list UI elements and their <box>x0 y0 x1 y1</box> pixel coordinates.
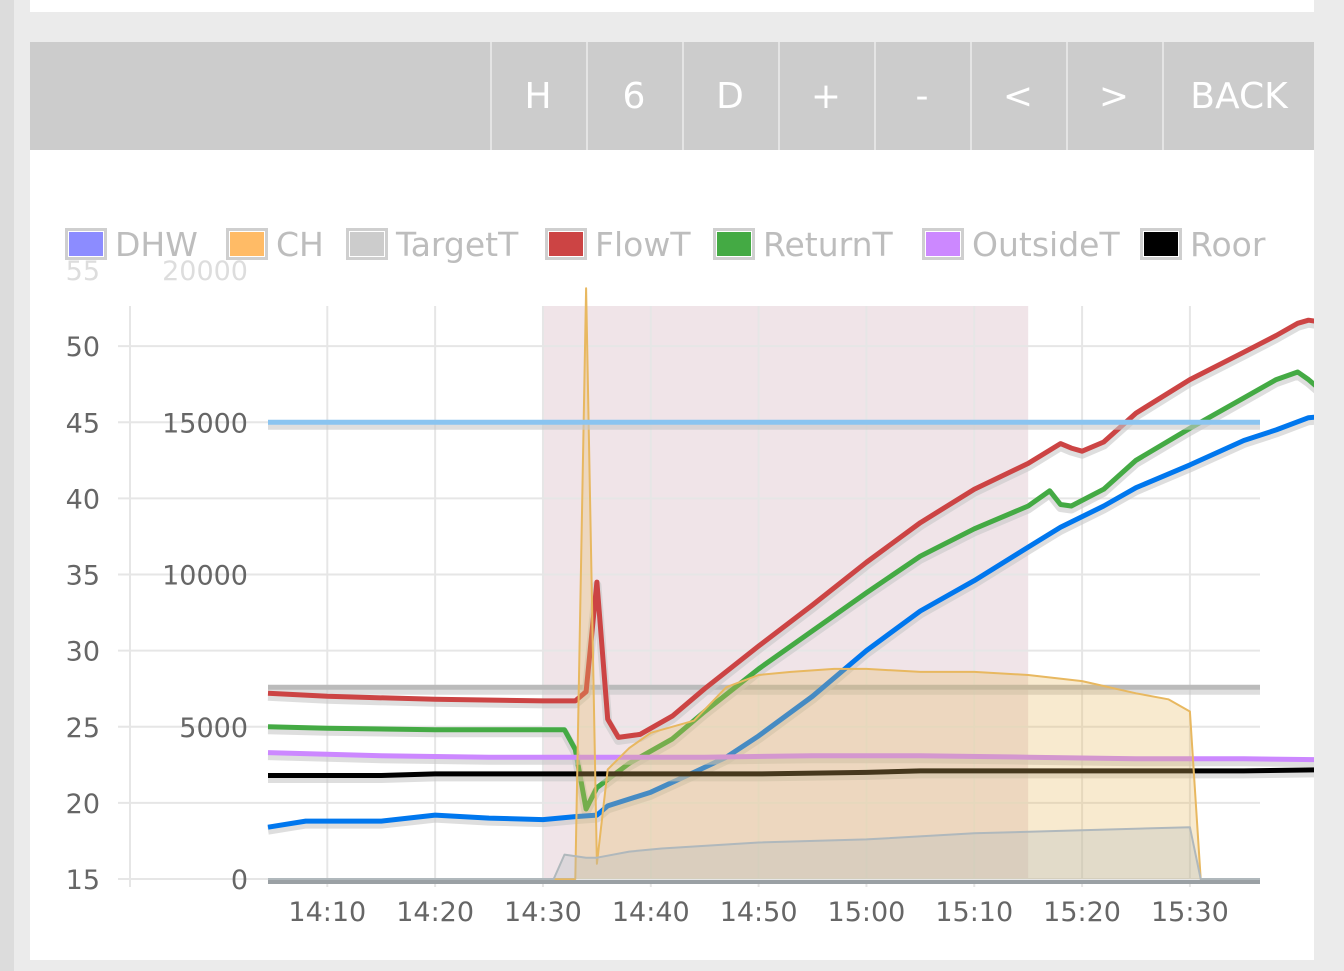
bottom-strip <box>30 960 1314 971</box>
toolbar-button-back[interactable]: BACK <box>1162 42 1314 150</box>
legend-item-roor[interactable]: Roor <box>1140 222 1265 266</box>
legend-label: ReturnT <box>763 224 893 264</box>
x-tick-label: 14:20 <box>396 897 474 928</box>
x-tick-label: 14:50 <box>720 897 798 928</box>
legend-swatch <box>346 228 388 260</box>
chart-card: H 6 D + - < > BACK DHW CH TargetT FlowT ReturnT Outs… <box>30 42 1314 960</box>
left-tick-label: 50 <box>66 332 100 363</box>
toolbar-button-h[interactable]: H <box>490 42 584 150</box>
legend-label: OutsideT <box>972 224 1120 264</box>
series-area-ch <box>268 288 1260 879</box>
mid-tick-label: 10000 <box>162 561 248 592</box>
legend-swatch <box>226 228 268 260</box>
x-tick-label: 15:20 <box>1043 897 1121 928</box>
x-tick-label: 14:40 <box>612 897 690 928</box>
page-edge <box>0 0 14 971</box>
legend-item-ch[interactable]: CH <box>226 222 324 266</box>
series-shadow-roor <box>268 768 1314 783</box>
toolbar-button-d[interactable]: D <box>682 42 776 150</box>
x-tick-label: 14:10 <box>288 897 366 928</box>
left-tick-label: 30 <box>66 637 100 668</box>
chart-legend: DHW CH TargetT FlowT ReturnT OutsideT Roor <box>30 222 1314 266</box>
mid-tick-label: 0 <box>231 865 248 896</box>
legend-label: CH <box>276 224 324 264</box>
legend-swatch <box>1140 228 1182 260</box>
series-line-dhw <box>267 414 1314 830</box>
left-tick-label: 40 <box>66 484 100 515</box>
series-line-flowt <box>267 317 1314 740</box>
series-line-ch <box>268 287 1260 880</box>
series-line-returnt <box>267 369 1314 812</box>
legend-label: FlowT <box>595 224 691 264</box>
toolbar-button-minus[interactable]: - <box>874 42 968 150</box>
legend-item-returnt[interactable]: ReturnT <box>713 222 893 266</box>
legend-swatch <box>922 228 964 260</box>
toolbar-button-plus[interactable]: + <box>778 42 872 150</box>
legend-item-targett[interactable]: TargetT <box>346 222 518 266</box>
series-line-roor <box>268 767 1314 778</box>
series-line-outsidet <box>267 750 1314 763</box>
toolbar: H 6 D + - < > BACK <box>30 42 1314 150</box>
x-tick-label: 15:00 <box>828 897 906 928</box>
mid-tick-label: 5000 <box>179 713 248 744</box>
legend-label: TargetT <box>396 224 519 264</box>
toolbar-button-next[interactable]: > <box>1066 42 1160 150</box>
mid-tick-label: 20000 <box>162 256 248 287</box>
mid-tick-label: 15000 <box>162 408 248 439</box>
series-line-ch-low <box>268 826 1260 880</box>
legend-swatch <box>545 228 587 260</box>
operating-period-band <box>542 306 1029 879</box>
left-tick-label: 20 <box>66 789 100 820</box>
legend-label: DHW <box>115 224 198 264</box>
legend-item-dhw[interactable]: DHW <box>65 222 198 266</box>
chart-svg: 14:10 14:20 14:30 14:40 14:50 15:00 15:10 15:20… <box>66 256 1314 928</box>
legend-swatch <box>713 228 755 260</box>
series-shadow-dhw <box>267 415 1314 835</box>
toolbar-button-6[interactable]: 6 <box>586 42 680 150</box>
left-tick-label: 35 <box>66 561 100 592</box>
top-strip <box>30 0 1314 12</box>
legend-swatch <box>65 228 107 260</box>
left-tick-label: 55 <box>66 256 100 287</box>
left-tick-label: 45 <box>66 408 100 439</box>
left-tick-label: 25 <box>66 713 100 744</box>
x-tick-label: 15:10 <box>935 897 1013 928</box>
legend-label: Roor <box>1190 224 1266 264</box>
series-area-ch-low <box>268 827 1260 879</box>
x-tick-label: 15:30 <box>1151 897 1229 928</box>
legend-item-flowt[interactable]: FlowT <box>545 222 691 266</box>
toolbar-button-prev[interactable]: < <box>970 42 1064 150</box>
series-shadow-outsidet <box>267 751 1314 768</box>
legend-item-outsidet[interactable]: OutsideT <box>922 222 1120 266</box>
left-tick-label: 15 <box>66 865 100 896</box>
x-tick-label: 14:30 <box>504 897 582 928</box>
